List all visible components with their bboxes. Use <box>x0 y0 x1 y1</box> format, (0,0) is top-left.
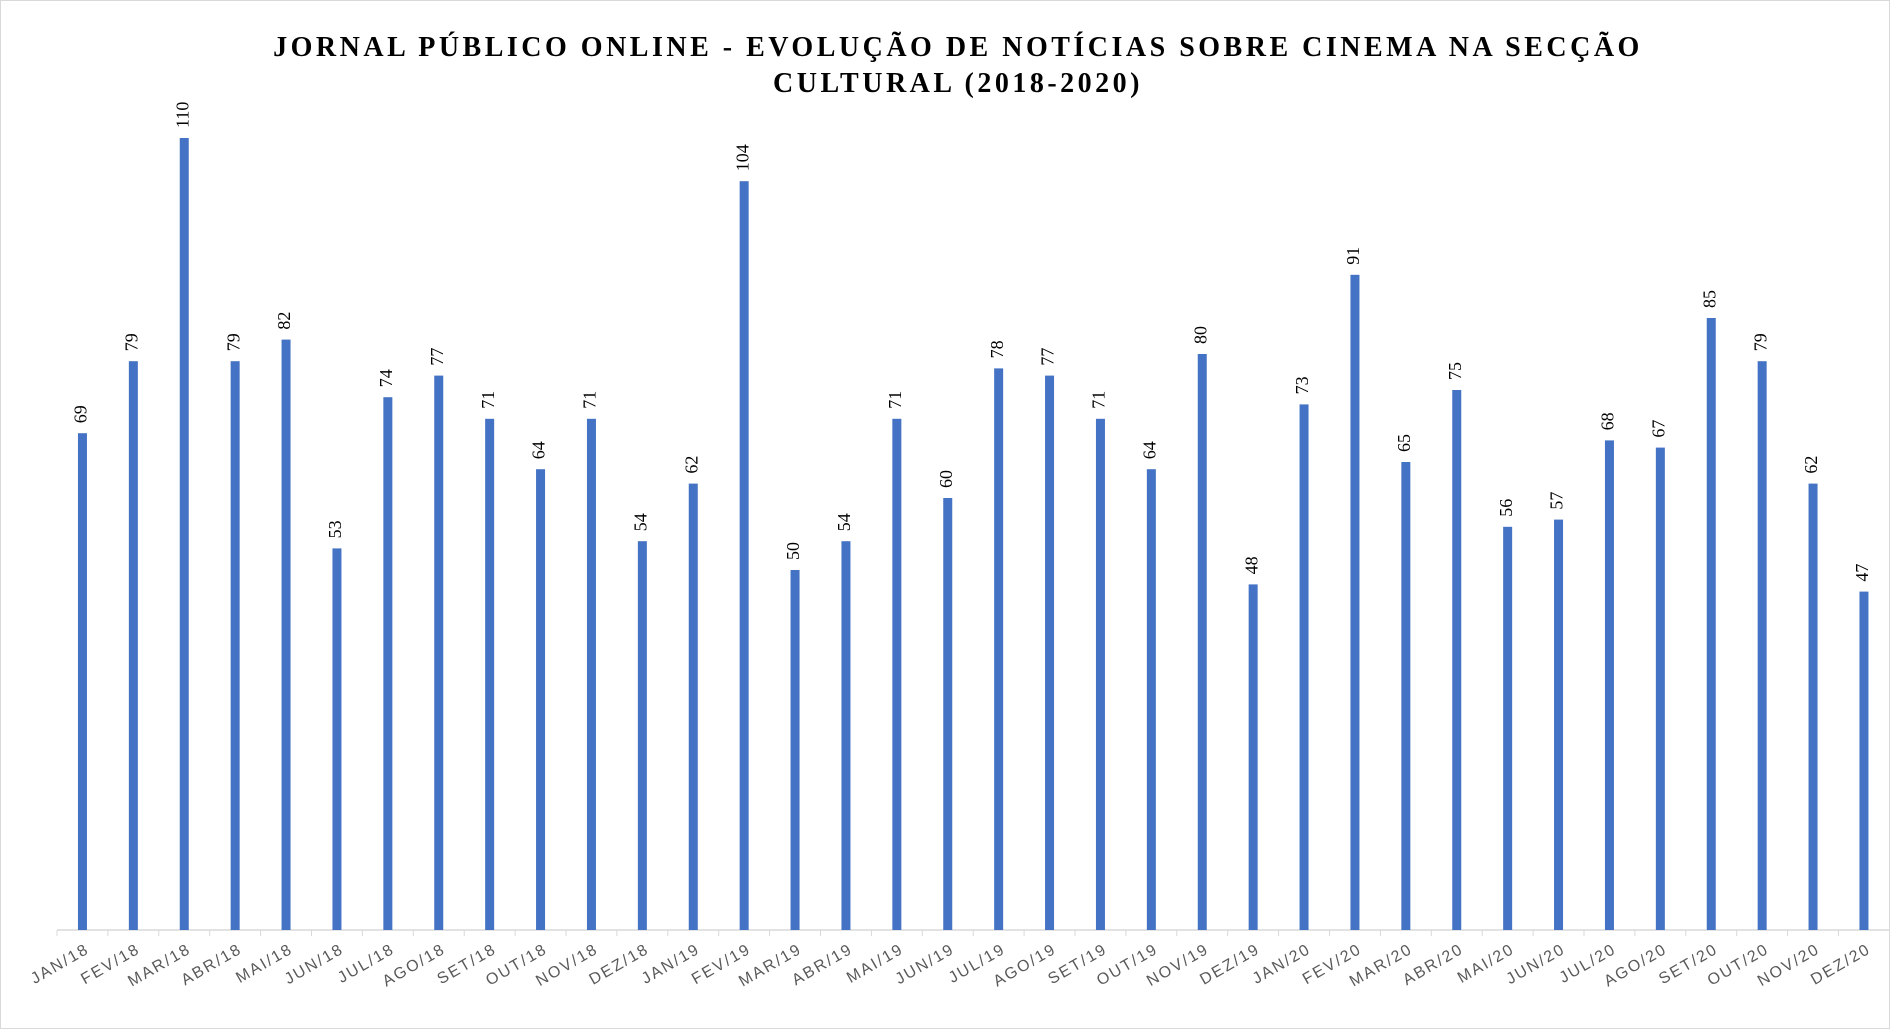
value-label: 48 <box>1241 556 1261 574</box>
bar <box>739 181 749 930</box>
value-label: 85 <box>1699 290 1719 308</box>
value-label: 79 <box>1750 333 1770 351</box>
bar <box>841 541 851 930</box>
bar <box>179 138 189 930</box>
value-label: 69 <box>71 405 91 423</box>
bar <box>1452 390 1462 930</box>
bar <box>383 397 393 930</box>
bar <box>892 418 902 930</box>
value-label: 54 <box>834 513 854 531</box>
value-label: 62 <box>681 456 701 474</box>
bar <box>1350 274 1360 930</box>
chart-title: JORNAL PÚBLICO ONLINE - EVOLUÇÃO DE NOTÍ… <box>273 32 1643 99</box>
value-label: 80 <box>1190 326 1210 344</box>
value-label: 64 <box>1139 441 1159 459</box>
bar <box>1197 354 1207 930</box>
bar <box>1401 462 1411 930</box>
value-label: 104 <box>732 144 752 171</box>
bar <box>1095 418 1105 930</box>
bar <box>536 469 546 930</box>
bar <box>434 375 444 931</box>
bar <box>1146 469 1156 930</box>
bar <box>77 433 87 930</box>
value-label: 57 <box>1547 492 1567 510</box>
bar <box>1706 318 1716 930</box>
value-label: 82 <box>274 312 294 330</box>
value-label: 91 <box>1343 247 1363 265</box>
bar <box>1655 447 1665 930</box>
bar <box>688 483 698 930</box>
bar <box>790 570 800 930</box>
value-label: 79 <box>121 333 141 351</box>
bar <box>994 368 1004 930</box>
value-label: 71 <box>885 391 905 409</box>
value-label: 77 <box>1038 348 1058 366</box>
value-label: 64 <box>529 441 549 459</box>
bar <box>586 418 596 930</box>
bar <box>1757 361 1767 930</box>
value-label: 77 <box>427 348 447 366</box>
bar <box>485 418 495 930</box>
value-label: 56 <box>1496 499 1516 517</box>
value-label: 79 <box>223 333 243 351</box>
bar <box>128 361 138 930</box>
bar <box>1299 404 1309 930</box>
bar <box>281 339 291 931</box>
value-label: 74 <box>376 369 396 387</box>
bar <box>1045 375 1055 931</box>
bar <box>1808 483 1818 930</box>
bar <box>1554 519 1564 930</box>
value-label: 54 <box>630 513 650 531</box>
value-label: 53 <box>325 520 345 538</box>
bar <box>230 361 240 930</box>
bar <box>332 548 342 930</box>
bar <box>1604 440 1614 930</box>
value-label: 68 <box>1598 412 1618 430</box>
value-label: 71 <box>580 391 600 409</box>
value-label: 75 <box>1445 362 1465 380</box>
value-label: 71 <box>1089 391 1109 409</box>
value-label: 65 <box>1394 434 1414 452</box>
bar <box>1503 526 1513 930</box>
value-label: 78 <box>987 340 1007 358</box>
bar <box>637 541 647 930</box>
value-label: 73 <box>1292 376 1312 394</box>
bar <box>1248 584 1258 930</box>
value-label: 47 <box>1852 564 1872 582</box>
bar <box>1859 591 1869 930</box>
value-label: 62 <box>1801 456 1821 474</box>
value-label: 71 <box>478 391 498 409</box>
value-label: 67 <box>1648 420 1668 438</box>
bar <box>943 498 953 930</box>
value-label: 60 <box>936 470 956 488</box>
value-label: 110 <box>172 102 192 128</box>
value-label: 50 <box>783 542 803 560</box>
